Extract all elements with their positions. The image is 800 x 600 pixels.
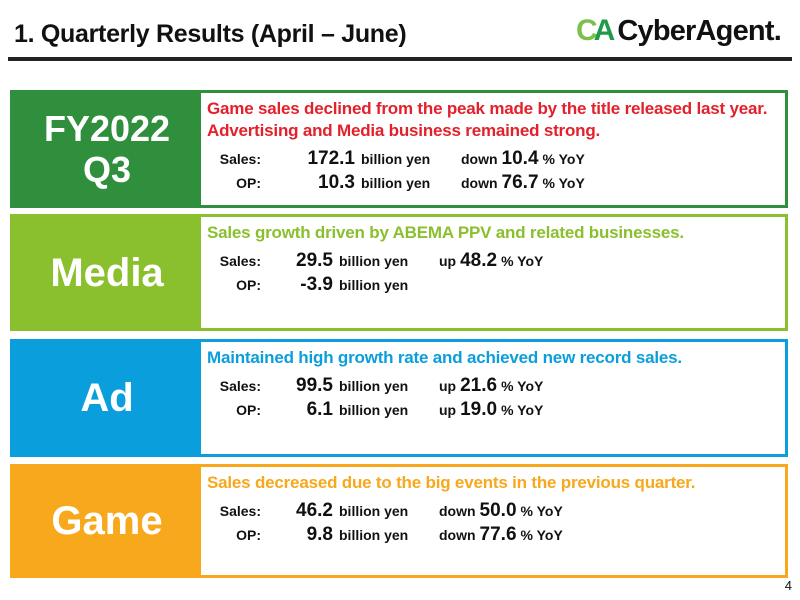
panel-tag: Media — [13, 217, 201, 328]
metric-row: OP: 9.8 billion yen down 77.6 % YoY — [207, 524, 777, 548]
metric-value: 29.5 — [296, 250, 333, 271]
metric-row: OP: 6.1 billion yen up 19.0 % YoY — [207, 399, 777, 423]
yoy-suffix: % YoY — [542, 151, 585, 167]
tag-line: Ad — [80, 376, 134, 420]
tag-line: FY2022 — [43, 107, 171, 149]
metric-unit: billion yen — [339, 402, 409, 418]
yoy-direction: down — [461, 175, 498, 191]
yoy-direction: up — [439, 253, 457, 269]
metric-unit: billion yen — [339, 378, 409, 394]
yoy-suffix: % YoY — [542, 175, 585, 191]
metric-rows: Sales: 29.5 billion yen up 48.2 % YoY OP:… — [207, 250, 777, 298]
logo-name: CyberAgent. — [617, 14, 781, 47]
page-number: 4 — [784, 578, 792, 593]
panel-ad: Ad Maintained high growth rate and achie… — [10, 339, 788, 457]
tag-line: Media — [50, 250, 164, 295]
yoy-percent: 10.4 — [501, 148, 539, 169]
metric-value: 99.5 — [296, 375, 333, 396]
metric-value: 46.2 — [296, 500, 333, 521]
metric-unit: billion yen — [339, 277, 409, 293]
panel-headline: Sales decreased due to the big events in… — [207, 473, 696, 492]
metric-rows: Sales: 99.5 billion yen up 21.6 % YoY OP:… — [207, 375, 777, 423]
tag-line: Game — [51, 499, 163, 543]
metric-label: OP: — [236, 402, 261, 418]
yoy-direction: down — [439, 527, 476, 543]
metric-value: -3.9 — [300, 274, 333, 295]
yoy-percent: 19.0 — [460, 399, 498, 420]
yoy-suffix: % YoY — [520, 503, 563, 519]
metric-rows: Sales: 172.1 billion yen down 10.4 % YoY … — [207, 148, 777, 196]
yoy-suffix: % YoY — [501, 253, 544, 269]
panel-tag: Ad — [13, 342, 201, 454]
panel-body: Sales growth driven by ABEMA PPV and rel… — [201, 217, 785, 328]
yoy-percent: 50.0 — [479, 500, 517, 521]
metric-row: Sales: 46.2 billion yen down 50.0 % YoY — [207, 500, 777, 524]
metric-unit: billion yen — [339, 527, 409, 543]
panel-tag: FY2022 Q3 — [13, 93, 201, 205]
yoy-suffix: % YoY — [501, 402, 544, 418]
panel-game: Game Sales decreased due to the big even… — [10, 464, 788, 578]
metric-row: Sales: 172.1 billion yen down 10.4 % YoY — [207, 148, 777, 172]
metric-unit: billion yen — [361, 151, 431, 167]
tag-line: Q3 — [82, 149, 132, 190]
metric-value: 10.3 — [318, 172, 355, 193]
metric-rows: Sales: 46.2 billion yen down 50.0 % YoY O… — [207, 500, 777, 548]
panel-body: Maintained high growth rate and achieved… — [201, 342, 785, 454]
metric-label: Sales: — [219, 151, 261, 167]
panel-media: Media Sales growth driven by ABEMA PPV a… — [10, 214, 788, 331]
yoy-direction: down — [439, 503, 476, 519]
slide-title: 1. Quarterly Results (April – June) — [14, 20, 407, 48]
yoy-percent: 21.6 — [460, 375, 498, 396]
metric-label: Sales: — [219, 253, 261, 269]
yoy-direction: up — [439, 402, 457, 418]
yoy-suffix: % YoY — [520, 527, 563, 543]
metric-value: 172.1 — [307, 148, 355, 169]
yoy-suffix: % YoY — [501, 378, 544, 394]
metric-label: OP: — [236, 175, 261, 191]
yoy-direction: down — [461, 151, 498, 167]
yoy-percent: 77.6 — [479, 524, 517, 545]
metric-unit: billion yen — [339, 503, 409, 519]
panel-headline: Sales growth driven by ABEMA PPV and rel… — [207, 223, 684, 242]
panel-body: Sales decreased due to the big events in… — [201, 467, 785, 575]
panel-body: Game sales declined from the peak made b… — [201, 93, 785, 205]
metric-unit: billion yen — [361, 175, 431, 191]
panel-total: FY2022 Q3 Game sales declined from the pe… — [10, 90, 788, 208]
panel-headline: Game sales declined from the peak made b… — [207, 99, 768, 140]
metric-label: OP: — [236, 277, 261, 293]
metric-row: OP: 10.3 billion yen down 76.7 % YoY — [207, 172, 777, 196]
metric-label: OP: — [236, 527, 261, 543]
metric-row: Sales: 99.5 billion yen up 21.6 % YoY — [207, 375, 777, 399]
panel-headline: Maintained high growth rate and achieved… — [207, 348, 682, 367]
metric-label: Sales: — [219, 378, 261, 394]
metric-row: Sales: 29.5 billion yen up 48.2 % YoY — [207, 250, 777, 274]
yoy-percent: 48.2 — [460, 250, 498, 271]
metric-label: Sales: — [219, 503, 261, 519]
yoy-direction: up — [439, 378, 457, 394]
title-divider — [8, 57, 792, 61]
panel-tag: Game — [13, 467, 201, 575]
yoy-percent: 76.7 — [501, 172, 539, 193]
metric-unit: billion yen — [339, 253, 409, 269]
metric-value: 9.8 — [306, 524, 333, 545]
metric-row: OP: -3.9 billion yen — [207, 274, 777, 298]
metric-value: 6.1 — [306, 399, 333, 420]
